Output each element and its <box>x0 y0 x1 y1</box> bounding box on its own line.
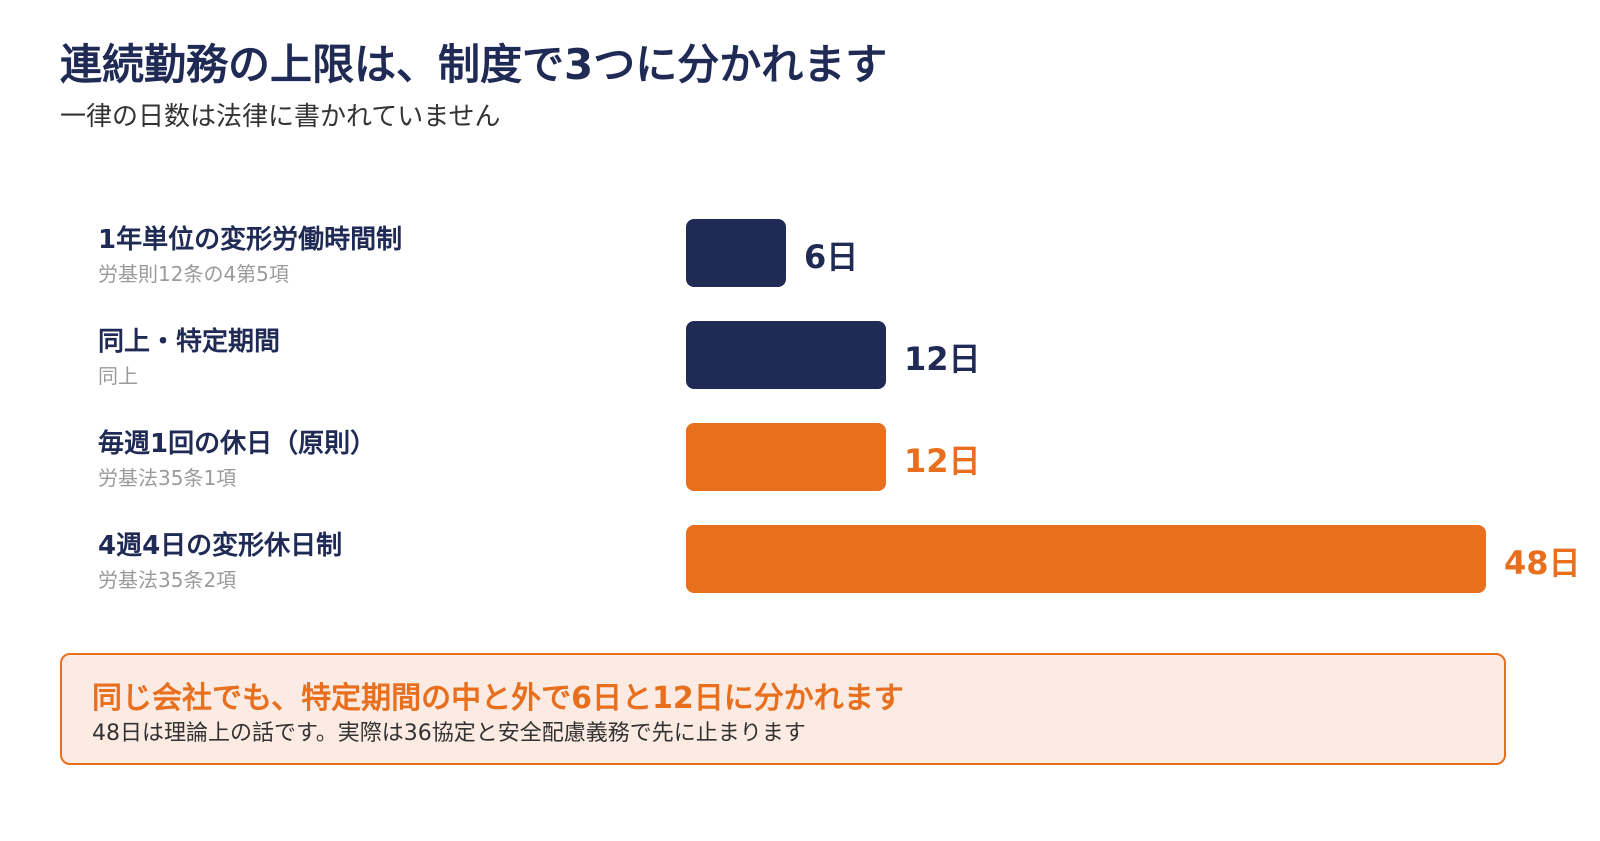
value-label: 12日 <box>904 442 981 480</box>
category-legal-basis: 労基則12条の4第5項 <box>98 262 289 287</box>
category-legal-basis: 労基法35条2項 <box>98 568 237 593</box>
category-label: 毎週1回の休日（原則） 労基法35条1項 <box>98 429 376 490</box>
category-name: 毎週1回の休日（原則） <box>98 429 377 459</box>
category-name: 同上・特定期間 <box>98 327 281 357</box>
value-label: 48日 <box>1504 544 1581 582</box>
page-title: 連続勤務の上限は、制度で3つに分かれます <box>60 40 888 89</box>
bar <box>686 525 1486 593</box>
callout-box: 同じ会社でも、特定期間の中と外で6日と12日に分かれます 48日は理論上の話です… <box>60 653 1506 765</box>
value-label: 6日 <box>804 238 859 276</box>
category-label: 1年単位の変形労働時間制労基則12条の4第5項 <box>98 225 402 286</box>
page-subtitle: 一律の日数は法律に書かれていません <box>60 102 501 132</box>
category-legal-basis: 労基法35条1項 <box>98 466 237 491</box>
category-name: 1年単位の変形労働時間制 <box>98 225 403 255</box>
callout-headline: 同じ会社でも、特定期間の中と外で6日と12日に分かれます <box>92 681 904 716</box>
category-legal-basis: 同上 <box>98 364 138 389</box>
callout-note: 48日は理論上の話です。実際は36協定と安全配慮義務で先に止まります <box>92 721 806 746</box>
bar <box>686 321 886 389</box>
category-name: 4週4日の変形休日制 <box>98 531 343 561</box>
value-label: 12日 <box>904 340 981 378</box>
category-label: 同上・特定期間 同上 <box>98 327 280 388</box>
category-label: 4週4日の変形休日制労基法35条2項 <box>98 531 342 592</box>
bar <box>686 219 786 287</box>
bar <box>686 423 886 491</box>
